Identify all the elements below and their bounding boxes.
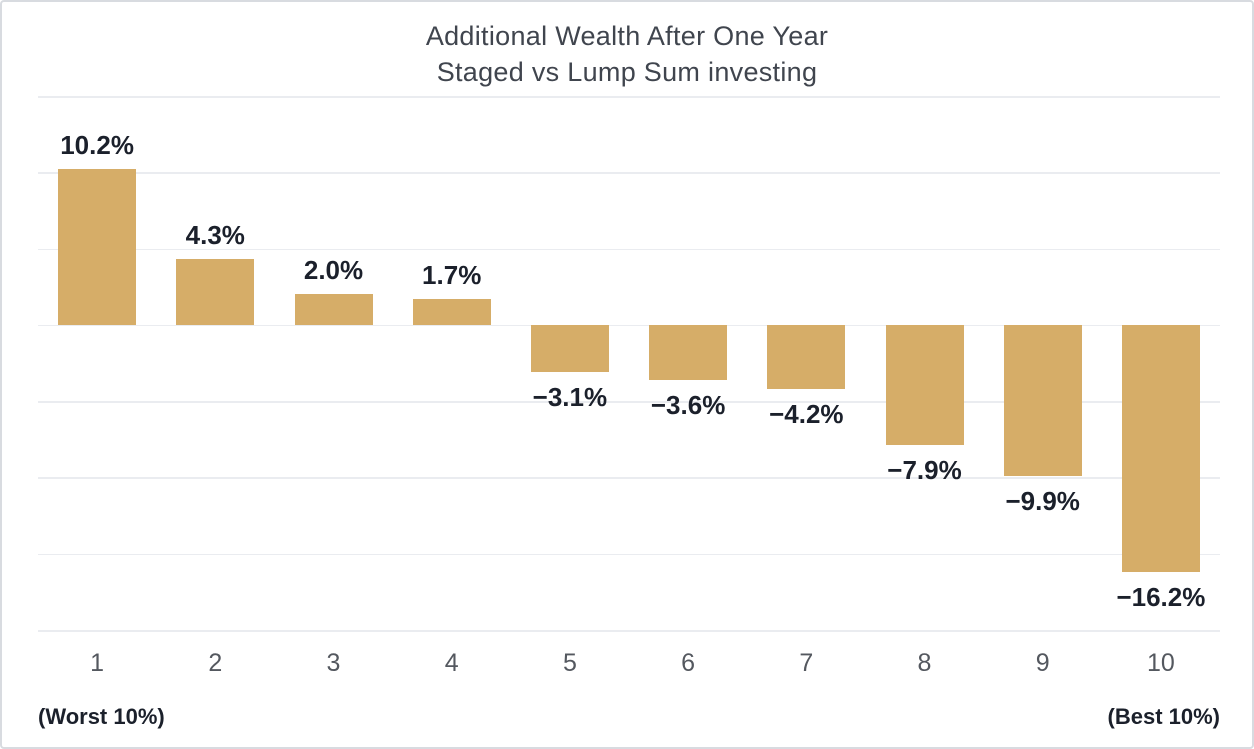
x-tick-label: 6 <box>681 649 696 677</box>
x-axis-caption-best: (Best 10%) <box>1107 704 1220 729</box>
bar-value-label: −3.1% <box>532 382 608 413</box>
gridline <box>38 172 1220 174</box>
bar-value-label: 4.3% <box>185 220 245 251</box>
x-tick-label: 2 <box>208 649 223 677</box>
gridline <box>38 401 1220 403</box>
gridline <box>38 96 1220 98</box>
x-tick-label: 4 <box>444 649 459 677</box>
bar-value-label: −16.2% <box>1116 582 1206 613</box>
x-tick-label: 7 <box>799 649 814 677</box>
bar-value-label: −7.9% <box>887 455 962 486</box>
x-tick-label: 5 <box>562 649 577 677</box>
gridline <box>38 477 1220 479</box>
bar-value-label: 1.7% <box>422 259 482 290</box>
x-tick-label: 8 <box>917 649 932 677</box>
bar-value-label: −3.6% <box>650 389 726 420</box>
chart-title-line-1: Additional Wealth After One Year <box>425 21 829 51</box>
bar <box>294 294 373 325</box>
bar <box>767 324 846 389</box>
bar <box>1121 324 1200 572</box>
bar <box>412 298 491 325</box>
bar <box>176 259 255 325</box>
x-tick-label: 10 <box>1146 649 1175 677</box>
x-axis-caption-worst: (Worst 10%) <box>38 704 165 729</box>
bar-value-label: 10.2% <box>60 130 134 161</box>
gridline <box>38 553 1220 556</box>
bar <box>649 324 728 380</box>
bar-value-label: 2.0% <box>303 255 364 286</box>
gridline <box>38 630 1220 632</box>
gridline <box>38 248 1220 251</box>
gridline <box>38 324 1220 327</box>
x-axis-ticks: 1 2 3 4 5 6 7 8 9 10 <box>38 648 1220 678</box>
chart-title-line-2: Staged vs Lump Sum investing <box>436 57 818 87</box>
x-tick-label: 1 <box>90 649 105 677</box>
bar-value-label: −9.9% <box>1005 485 1080 516</box>
bar <box>58 169 137 325</box>
bar-value-label: −4.2% <box>769 398 844 429</box>
chart-title: Additional Wealth After One Year Staged … <box>2 18 1252 90</box>
bar <box>885 324 964 446</box>
x-tick-label: 3 <box>326 649 341 677</box>
bar <box>530 324 609 373</box>
plot-area: 10.2% 4.3% 2.0% 1.7% −3.1% −3.6% −4.2% −7.9% −9.… <box>38 96 1220 632</box>
x-tick-label: 9 <box>1035 649 1050 677</box>
bar <box>1003 324 1082 476</box>
